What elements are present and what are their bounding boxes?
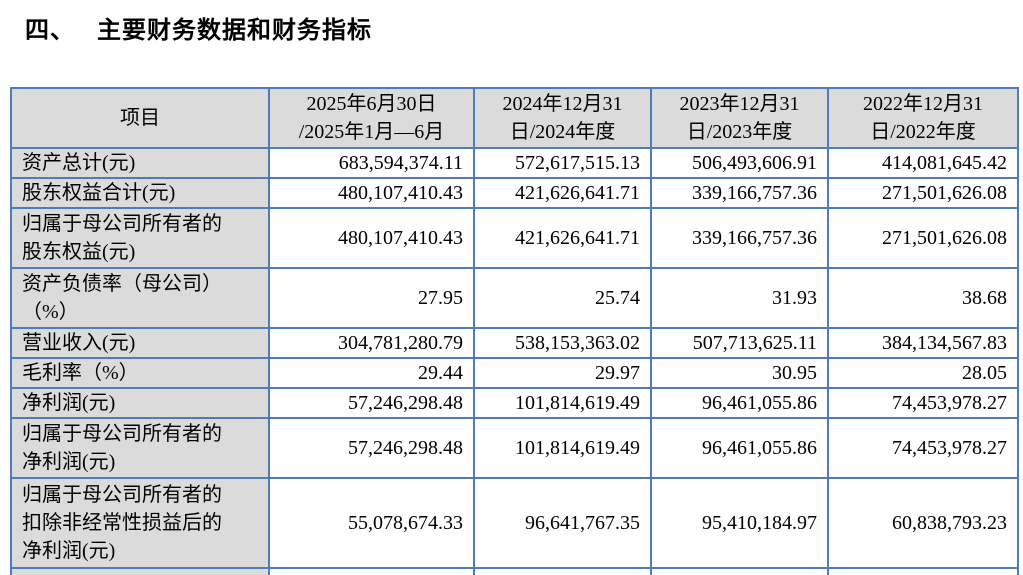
section-title: 四、 主要财务数据和财务指标	[25, 10, 372, 45]
row-value: 29.44	[268, 357, 475, 389]
row-value: 28.05	[827, 357, 1019, 389]
row-label: 资产总计(元)	[10, 147, 270, 179]
column-header-period-0: 2025年6月30日 /2025年1月—6月	[268, 87, 475, 149]
row-value: 683,594,374.11	[268, 147, 475, 179]
row-value: 304,781,280.79	[268, 327, 475, 359]
row-label: 股东权益合计(元)	[10, 177, 270, 209]
table-row: 营业收入(元) 304,781,280.79 538,153,363.02 507,7…	[10, 327, 1019, 359]
row-label: 归属于母公司所有者的 股东权益(元)	[10, 207, 270, 269]
column-header-item: 项目	[10, 87, 270, 149]
row-value: 74,453,978.27	[827, 387, 1019, 419]
row-label	[10, 567, 270, 575]
row-value: 29.97	[473, 357, 652, 389]
row-value: 38.68	[827, 267, 1019, 329]
row-label: 营业收入(元)	[10, 327, 270, 359]
column-header-period-1: 2024年12月31 日/2024年度	[473, 87, 652, 149]
row-label: 毛利率（%）	[10, 357, 270, 389]
row-value: 27.95	[268, 267, 475, 329]
row-value: 57,246,298.48	[268, 417, 475, 479]
row-value: 506,493,606.91	[650, 147, 829, 179]
table-row: 归属于母公司所有者的 扣除非经常性损益后的 净利润(元) 55,078,674.3…	[10, 477, 1019, 569]
row-value: 421,626,641.71	[473, 177, 652, 209]
row-value: 271,501,626.08	[827, 207, 1019, 269]
row-value	[827, 567, 1019, 575]
row-value: 95,410,184.97	[650, 477, 829, 569]
row-value: 480,107,410.43	[268, 207, 475, 269]
row-value: 30.95	[650, 357, 829, 389]
section-number: 四、	[25, 18, 75, 44]
header-row: 项目 2025年6月30日 /2025年1月—6月 2024年12月31 日/20…	[10, 87, 1019, 149]
row-value: 57,246,298.48	[268, 387, 475, 419]
table-row-partial	[10, 567, 1019, 575]
row-value: 572,617,515.13	[473, 147, 652, 179]
table-row: 净利润(元) 57,246,298.48 101,814,619.49 96,461,…	[10, 387, 1019, 419]
row-value: 101,814,619.49	[473, 387, 652, 419]
row-value: 60,838,793.23	[827, 477, 1019, 569]
row-value: 421,626,641.71	[473, 207, 652, 269]
column-header-period-3: 2022年12月31 日/2022年度	[827, 87, 1019, 149]
row-value: 480,107,410.43	[268, 177, 475, 209]
row-label: 净利润(元)	[10, 387, 270, 419]
section-title-text: 主要财务数据和财务指标	[97, 18, 372, 44]
table-row: 资产负债率（母公司） （%） 27.95 25.74 31.93 38.68	[10, 267, 1019, 329]
row-value	[268, 567, 475, 575]
table-row: 股东权益合计(元) 480,107,410.43 421,626,641.71 339…	[10, 177, 1019, 209]
row-value: 74,453,978.27	[827, 417, 1019, 479]
row-value: 25.74	[473, 267, 652, 329]
row-value: 339,166,757.36	[650, 207, 829, 269]
row-label: 资产负债率（母公司） （%）	[10, 267, 270, 329]
row-label: 归属于母公司所有者的 净利润(元)	[10, 417, 270, 479]
row-value: 96,461,055.86	[650, 417, 829, 479]
row-label: 归属于母公司所有者的 扣除非经常性损益后的 净利润(元)	[10, 477, 270, 569]
row-value: 101,814,619.49	[473, 417, 652, 479]
row-value: 55,078,674.33	[268, 477, 475, 569]
table-row: 资产总计(元) 683,594,374.11 572,617,515.13 506,4…	[10, 147, 1019, 179]
table-row: 毛利率（%） 29.44 29.97 30.95 28.05	[10, 357, 1019, 389]
row-value: 271,501,626.08	[827, 177, 1019, 209]
row-value: 414,081,645.42	[827, 147, 1019, 179]
row-value: 538,153,363.02	[473, 327, 652, 359]
table-row: 归属于母公司所有者的 净利润(元) 57,246,298.48 101,814,61…	[10, 417, 1019, 479]
column-header-period-2: 2023年12月31 日/2023年度	[650, 87, 829, 149]
row-value: 507,713,625.11	[650, 327, 829, 359]
row-value: 96,641,767.35	[473, 477, 652, 569]
row-value: 339,166,757.36	[650, 177, 829, 209]
financial-table: 项目 2025年6月30日 /2025年1月—6月 2024年12月31 日/20…	[10, 87, 1019, 575]
row-value: 96,461,055.86	[650, 387, 829, 419]
row-value: 31.93	[650, 267, 829, 329]
row-value	[650, 567, 829, 575]
row-value	[473, 567, 652, 575]
table-row: 归属于母公司所有者的 股东权益(元) 480,107,410.43 421,626,…	[10, 207, 1019, 269]
row-value: 384,134,567.83	[827, 327, 1019, 359]
